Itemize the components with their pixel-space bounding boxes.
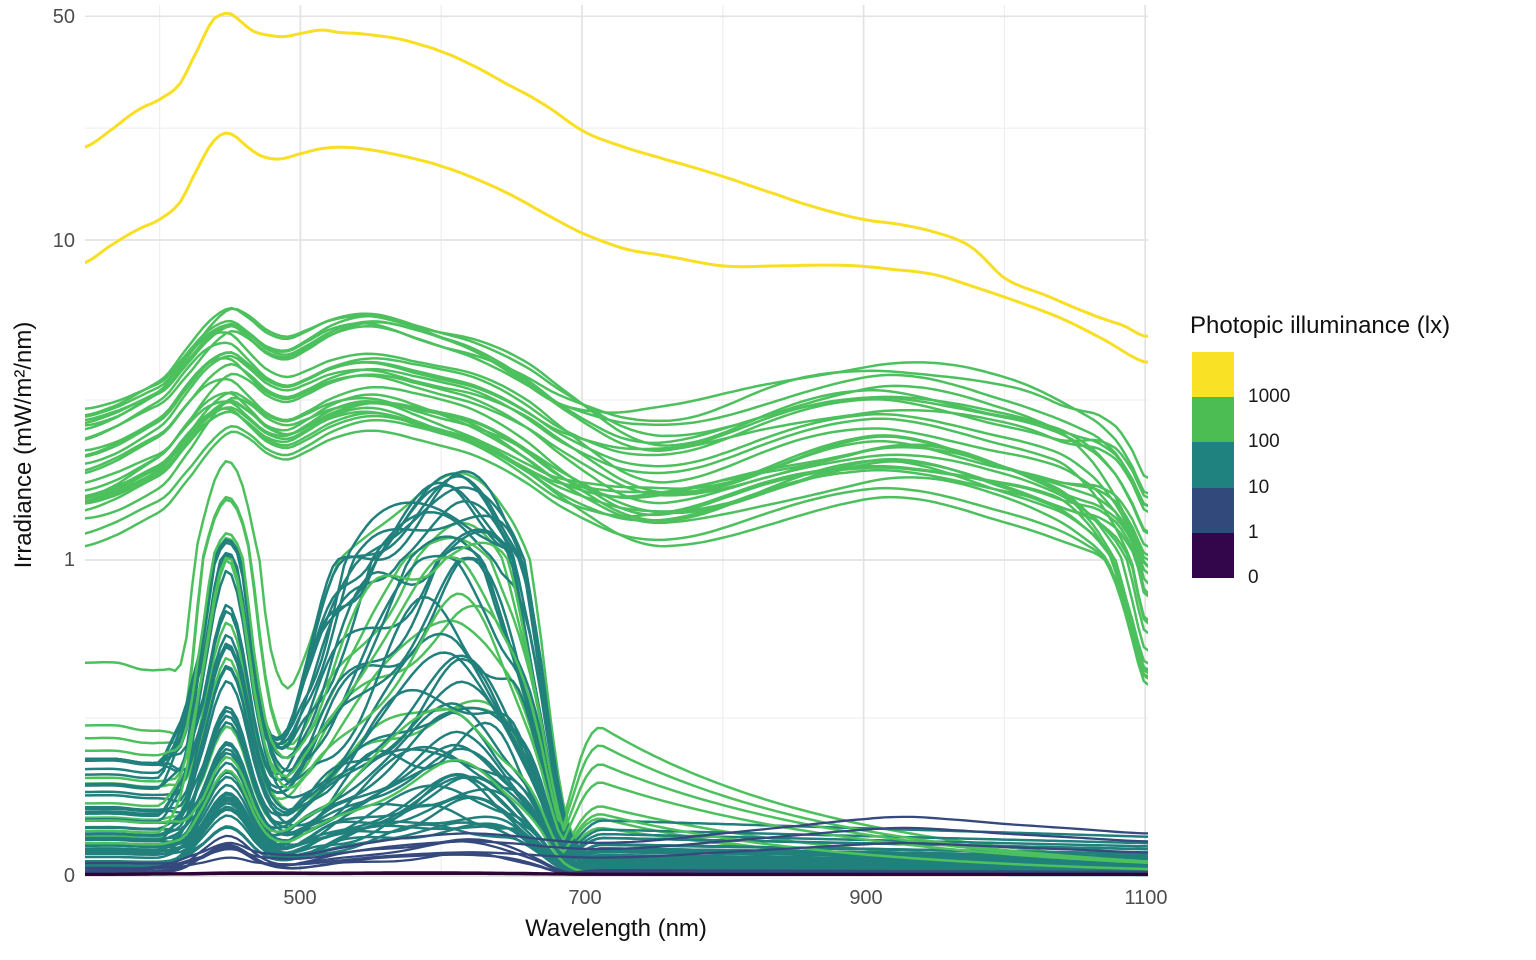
- brightest-spectrum: [85, 11, 1148, 338]
- x-tick-900: 900: [849, 887, 883, 909]
- series-green-broadband: [85, 306, 1148, 686]
- green-broadband-curve: [85, 429, 1148, 680]
- near-zero-curve: [85, 871, 1148, 876]
- spectra-curves: [85, 11, 1148, 877]
- green-broadband-curve: [85, 314, 1148, 513]
- legend-label-100: 100: [1248, 431, 1280, 452]
- green-broadband-curve: [85, 320, 1148, 495]
- x-tick-500: 500: [283, 887, 317, 909]
- legend-label-1: 1: [1248, 522, 1259, 543]
- legend-swatch-1000: [1192, 352, 1234, 398]
- green-broadband-curve: [85, 341, 1148, 499]
- teal-narrowband-curve: [85, 569, 1148, 868]
- teal-narrowband-curve: [85, 796, 1148, 873]
- x-axis-title: Wavelength (nm): [525, 915, 707, 942]
- legend-label-1000: 1000: [1248, 386, 1291, 407]
- legend-label-10: 10: [1248, 477, 1270, 498]
- legend-title: Photopic illuminance (lx): [1190, 312, 1451, 339]
- green-narrowband-b-curve: [85, 556, 1148, 865]
- y-tick-1: 1: [63, 549, 75, 571]
- y-tick-10: 10: [52, 230, 75, 252]
- second-brightest-spectrum: [85, 131, 1148, 364]
- green-broadband-curve: [85, 306, 1148, 507]
- legend-label-0: 0: [1248, 567, 1259, 588]
- series-green-narrowband-b: [85, 532, 1148, 874]
- green-broadband-curve: [85, 354, 1148, 568]
- green-broadband-curve: [85, 362, 1148, 622]
- series-blue-dim-broadband: [85, 815, 1148, 874]
- teal-narrowband-curve: [85, 743, 1148, 871]
- x-tick-1100: 1100: [1124, 887, 1168, 909]
- legend-swatch-0: [1192, 532, 1234, 578]
- teal-narrowband-curve: [85, 740, 1148, 868]
- green-broadband-curve: [85, 393, 1148, 678]
- green-narrowband-b-curve: [85, 707, 1148, 871]
- green-broadband-curve: [85, 406, 1148, 557]
- green-narrowband-b-curve: [85, 532, 1148, 863]
- series-yellow-highest: [85, 11, 1148, 364]
- green-broadband-curve: [85, 351, 1148, 533]
- y-tick-0: 0: [63, 865, 75, 887]
- series-near-zero: [85, 871, 1148, 877]
- legend-swatch-10: [1192, 442, 1234, 488]
- green-broadband-curve: [85, 407, 1148, 625]
- y-axis-title: Irradiance (mW/m²/nm): [10, 321, 37, 569]
- legend-colorbar: [1192, 352, 1234, 578]
- green-broadband-curve: [85, 406, 1148, 598]
- teal-narrowband-curve: [85, 554, 1148, 863]
- blue-dim-broadband-curve: [85, 815, 1148, 872]
- blue-dim-broadband-curve: [85, 826, 1148, 873]
- blue-dim-broadband-curve: [85, 841, 1148, 874]
- legend-swatch-100: [1192, 397, 1234, 443]
- legend-swatch-1: [1192, 487, 1234, 533]
- green-broadband-curve: [85, 320, 1148, 561]
- y-tick-50: 50: [52, 6, 75, 28]
- x-tick-700: 700: [568, 887, 602, 909]
